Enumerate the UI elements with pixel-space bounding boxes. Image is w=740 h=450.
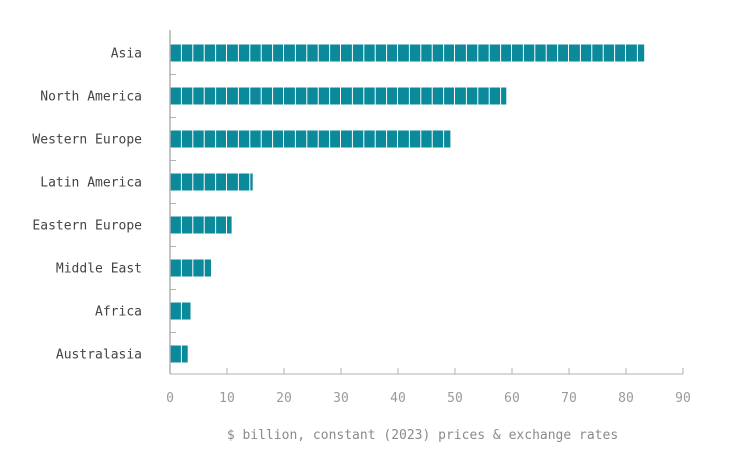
category-label-asia: Asia bbox=[111, 47, 142, 62]
bar-segment bbox=[170, 259, 211, 277]
bar-middle-east bbox=[170, 259, 211, 277]
bar-segment bbox=[455, 44, 512, 62]
x-tick-label: 0 bbox=[166, 391, 174, 406]
bar-segment bbox=[341, 87, 398, 105]
bar-segment bbox=[626, 44, 645, 62]
bar-latin-america bbox=[170, 173, 253, 191]
bar-segment bbox=[227, 173, 253, 191]
bar-segment bbox=[170, 130, 227, 148]
category-labels: Asia North America Western Europe Latin Ame… bbox=[32, 47, 142, 363]
category-label-north-america: North America bbox=[40, 90, 142, 105]
bar-segment bbox=[170, 173, 227, 191]
category-label-australasia: Australasia bbox=[56, 348, 142, 363]
x-tick-label: 60 bbox=[504, 391, 520, 406]
bar-western-europe bbox=[170, 130, 451, 148]
x-tick-label: 30 bbox=[333, 391, 349, 406]
axes-group bbox=[169, 30, 683, 375]
bar-segment bbox=[227, 130, 284, 148]
bar-segment bbox=[341, 44, 398, 62]
bar-segment bbox=[341, 130, 398, 148]
bar-segment bbox=[512, 44, 569, 62]
x-tick-label: 70 bbox=[561, 391, 577, 406]
bar-segment bbox=[398, 44, 455, 62]
bar-asia bbox=[170, 44, 645, 62]
bar-segment bbox=[170, 216, 227, 234]
x-ticks: 0 10 20 30 40 50 60 70 80 90 bbox=[166, 368, 691, 406]
bar-segment bbox=[284, 44, 341, 62]
category-label-western-europe: Western Europe bbox=[32, 133, 142, 148]
bar-segment bbox=[227, 44, 284, 62]
x-tick-label: 90 bbox=[675, 391, 691, 406]
x-tick-label: 80 bbox=[618, 391, 634, 406]
bar-segment bbox=[170, 44, 227, 62]
bar-africa bbox=[170, 302, 191, 320]
bar-north-america bbox=[170, 87, 507, 105]
bar-segment bbox=[170, 345, 188, 363]
x-tick-label: 40 bbox=[390, 391, 406, 406]
bar-australasia bbox=[170, 345, 188, 363]
bar-segment bbox=[170, 302, 191, 320]
bar-segment bbox=[284, 87, 341, 105]
bar-segment bbox=[170, 87, 227, 105]
bars-group bbox=[170, 44, 645, 363]
category-label-latin-america: Latin America bbox=[40, 176, 142, 191]
bar-segment bbox=[227, 87, 284, 105]
x-tick-label: 50 bbox=[447, 391, 463, 406]
bar-segment bbox=[398, 130, 451, 148]
x-tick-label: 20 bbox=[276, 391, 292, 406]
x-axis-title: $ billion, constant (2023) prices & exch… bbox=[227, 428, 618, 443]
bar-segment bbox=[227, 216, 232, 234]
category-label-eastern-europe: Eastern Europe bbox=[32, 219, 142, 234]
category-label-middle-east: Middle East bbox=[56, 262, 142, 277]
bar-segment bbox=[569, 44, 626, 62]
bar-eastern-europe bbox=[170, 216, 232, 234]
bar-segment bbox=[455, 87, 507, 105]
bar-segment bbox=[284, 130, 341, 148]
category-label-africa: Africa bbox=[95, 305, 142, 320]
x-tick-label: 10 bbox=[219, 391, 235, 406]
bar-segment bbox=[398, 87, 455, 105]
